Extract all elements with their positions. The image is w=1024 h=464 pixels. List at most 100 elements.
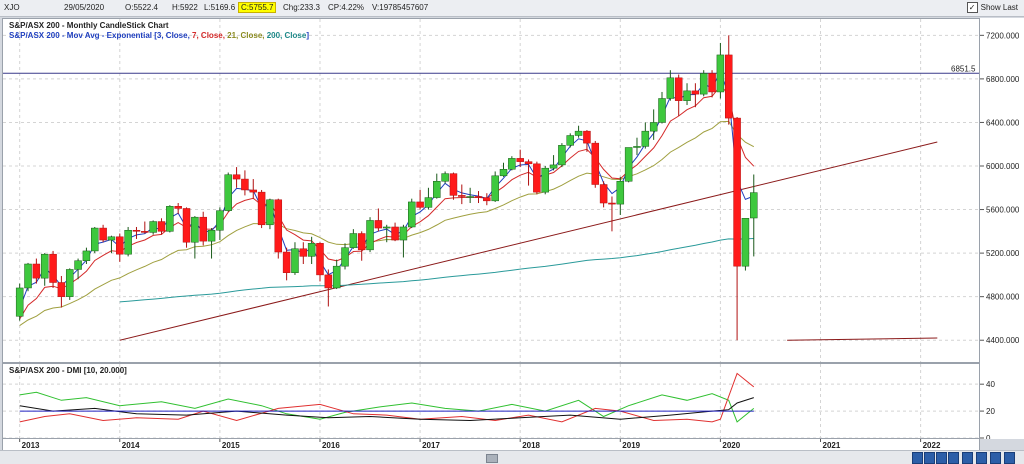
ma-param-3: 200, Close (266, 31, 307, 40)
candle-body (382, 226, 391, 229)
scrollbar-thumb[interactable] (486, 454, 498, 463)
price-tick-label-0: 4400.000 (986, 336, 1020, 345)
candle-body (466, 196, 474, 198)
candle-2018-07 (566, 133, 574, 148)
candle-2015-11 (299, 242, 308, 264)
date-label: 29/05/2020 (64, 3, 105, 12)
candle-2017-09 (483, 193, 491, 206)
candle-body (583, 130, 591, 144)
candle-body (374, 220, 383, 229)
candle-body (182, 208, 191, 243)
candle-body (299, 248, 308, 257)
dmi-series-0 (19, 391, 755, 423)
price-chart[interactable]: 6851.5 (3, 19, 979, 362)
candle-2016-04 (341, 243, 349, 270)
candle-2019-08 (674, 74, 683, 116)
change-percent-label: CP:4.22% (328, 3, 365, 12)
candle-2017-03 (433, 173, 441, 199)
zoom-out-button[interactable] (936, 452, 947, 464)
price-chart-pane[interactable]: 6851.5 S&P/ASX 200 - Monthly CandleStick… (2, 18, 980, 363)
candle-2013-11 (99, 224, 107, 243)
candle-2017-11 (499, 162, 508, 177)
candle-2018-12 (608, 196, 616, 232)
candle-body (741, 218, 750, 267)
dmi-indicator-pane[interactable]: S&P/ASX 200 - DMI [10, 20.000] (2, 363, 980, 439)
reset-button[interactable] (976, 452, 987, 464)
candle-2013-09 (82, 247, 91, 264)
trendline-1 (787, 337, 938, 341)
candle-body (74, 260, 82, 270)
candle-2019-09 (683, 83, 691, 106)
candle-body (491, 175, 499, 202)
candle-2015-10 (291, 242, 299, 275)
year-label-2019: 2019 (622, 441, 640, 450)
year-label-2014: 2014 (122, 441, 140, 450)
scroll-right-button[interactable] (948, 452, 959, 464)
candle-2016-09 (382, 224, 391, 243)
expand-button[interactable] (1004, 452, 1015, 464)
candle-2013-08 (74, 258, 82, 280)
candle-2019-04 (641, 122, 650, 149)
candle-2019-12 (708, 70, 716, 98)
candle-body (408, 201, 416, 228)
candle-2019-03 (633, 137, 641, 156)
candle-2016-08 (374, 208, 383, 232)
candle-2020-05 (750, 174, 758, 257)
candle-body (40, 253, 49, 279)
candle-2015-08 (274, 198, 283, 259)
candle-2019-05 (649, 109, 658, 140)
candle-body (599, 184, 608, 204)
candle-body (199, 216, 207, 242)
candle-body (32, 263, 41, 279)
candle-2014-05 (149, 220, 157, 235)
candle-body (566, 135, 574, 146)
candle-body (458, 195, 466, 197)
fit-button[interactable] (962, 452, 973, 464)
candle-body (166, 206, 174, 232)
candle-2016-10 (391, 222, 399, 242)
year-label-2015: 2015 (222, 441, 240, 450)
candle-body (533, 163, 541, 193)
dmi-tick-label-1: 20 (986, 407, 995, 416)
chart-scrollbar[interactable] (0, 450, 1024, 464)
show-last-checkbox[interactable]: ✓ (966, 2, 978, 13)
open-label: O:5522.4 (125, 3, 158, 12)
candle-2016-11 (399, 224, 408, 258)
dmi-chart[interactable] (3, 364, 979, 438)
candle-body (399, 226, 408, 241)
candle-body (683, 90, 691, 101)
price-tick-label-3: 5600.000 (986, 206, 1020, 215)
settings-button[interactable] (990, 452, 1001, 464)
candle-body (391, 226, 399, 241)
candle-2014-06 (157, 218, 166, 235)
close-label: C:5755.7 (238, 2, 277, 13)
price-tick-label-4: 6000.000 (986, 162, 1020, 171)
candle-2014-01 (116, 233, 124, 262)
zoom-in-button[interactable] (924, 452, 935, 464)
candle-2017-10 (491, 171, 499, 202)
candle-body (249, 189, 258, 193)
candle-2018-01 (516, 149, 524, 168)
candle-2013-12 (107, 235, 116, 254)
show-last-toggle[interactable]: ✓ Show Last (966, 2, 1018, 13)
candle-body (483, 197, 491, 202)
candle-body (49, 253, 57, 283)
candle-body (474, 196, 483, 198)
dmi-series-1 (19, 372, 755, 423)
candle-body (516, 158, 524, 162)
volume-label: V:19785457607 (372, 3, 429, 12)
scroll-left-button[interactable] (912, 452, 923, 464)
candle-2014-11 (199, 211, 207, 246)
candle-body (257, 191, 266, 226)
candle-2019-10 (691, 83, 700, 108)
candle-2014-02 (124, 226, 132, 257)
ma-param-1: 7, Close, (192, 31, 228, 40)
candle-body (216, 210, 224, 231)
dmi-tick-label-0: 0 (986, 434, 991, 439)
candle-body (658, 98, 666, 123)
candle-body (608, 202, 616, 205)
candle-2015-05 (249, 179, 258, 199)
price-tick-label-7: 7200.000 (986, 31, 1020, 40)
low-label: L:5169.6 (204, 3, 236, 12)
candle-body (699, 73, 708, 95)
